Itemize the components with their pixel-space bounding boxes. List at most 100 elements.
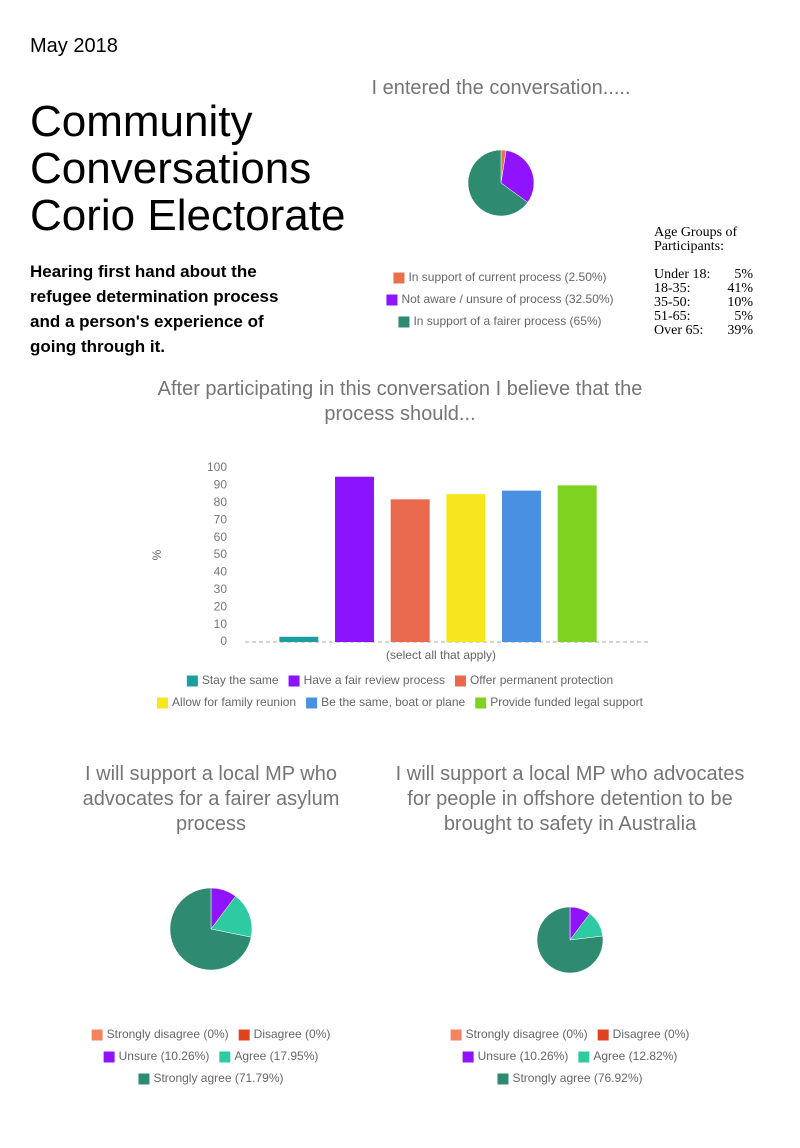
subtitle-line: Hearing first hand about the [30,262,257,281]
title-line: Community [30,97,253,146]
legend-swatch [462,1051,474,1063]
legend-label: Strongly disagree (0%) [107,1027,229,1041]
legend-item: Strongly agree (76.92%) [497,1071,643,1085]
y-tick-label: 60 [214,530,228,544]
legend-label: Strongly agree (71.79%) [153,1071,283,1085]
legend-swatch [157,697,169,709]
legend-swatch [306,697,318,709]
bar [279,636,319,642]
age-value: 10% [727,295,753,310]
chart-title: I will support a local MP who advocates … [82,763,340,835]
y-tick-label: 40 [214,565,228,579]
bar [390,499,430,642]
legend-swatch [398,316,410,328]
age-row: 35-50: 10% [654,296,753,310]
age-value: 39% [727,323,753,338]
bar [335,476,374,642]
age-row: Over 65: 39% [654,324,753,338]
legend-label: In support of current process (2.50%) [408,270,606,284]
main-title: Community Conversations Corio Electorate [30,98,345,239]
age-heading: Participants: [654,239,724,254]
y-tick-label: 70 [214,512,228,526]
legend-swatch [578,1051,590,1063]
pie-slice [169,887,252,971]
pie-slice [210,895,253,938]
age-label: 51-65: [654,309,691,324]
legend-label: Stay the same [202,673,279,687]
y-tick-label: 50 [214,547,228,561]
age-value: 5% [734,309,753,324]
legend-item: Disagree (0%) [238,1027,331,1041]
y-tick-label: 90 [214,478,228,492]
legend-swatch [454,675,466,687]
age-value: 5% [734,267,753,282]
legend-swatch [475,697,487,709]
legend-item: Disagree (0%) [597,1027,690,1041]
age-label: 18-35: [654,281,691,296]
legend-swatch [386,294,398,306]
age-row: 51-65: 5% [654,310,753,324]
subtitle-line: refugee determination process [30,287,279,306]
legend-label: Agree (12.82%) [593,1049,677,1063]
bar [557,485,597,642]
legend-swatch [103,1051,115,1063]
legend-item: Provide funded legal support [475,695,644,709]
legend-item: Stay the same [186,673,279,687]
legend-swatch [186,675,198,687]
legend-label: Offer permanent protection [470,673,613,687]
legend-label: Be the same, boat or plane [321,695,465,709]
age-row: Under 18: 5% [654,268,753,282]
legend-item: Agree (12.82%) [578,1049,677,1063]
bar [502,490,541,642]
legend-item: Strongly agree (71.79%) [138,1071,284,1085]
chart-title: I entered the conversation..... [371,77,631,99]
legend-swatch [497,1073,509,1085]
legend-swatch [393,272,405,284]
age-label: Under 18: [654,267,711,282]
legend-label: Strongly disagree (0%) [466,1027,588,1041]
chart-title: After participating in this conversation… [157,378,643,425]
pie-slice [536,906,604,974]
legend-item: Allow for family reunion [157,695,296,709]
age-heading: Age Groups of [654,225,738,240]
age-row: 18-35: 41% [654,282,753,296]
y-tick-label: 30 [214,582,228,596]
y-tick-label: 100 [207,460,227,474]
title-line: Corio Electorate [30,191,346,240]
legend-item: Unsure (10.26%) [462,1049,569,1063]
subtitle: Hearing first hand about the refugee det… [30,259,278,359]
legend-swatch [138,1073,150,1085]
legend-label: Strongly agree (76.92%) [512,1071,642,1085]
legend-label: Disagree (0%) [254,1027,331,1041]
legend-swatch [288,675,300,687]
legend-label: Allow for family reunion [172,695,296,709]
subtitle-line: and a person's experience of [30,312,264,331]
y-tick-label: 0 [220,634,227,648]
legend-item: Be the same, boat or plane [306,695,466,709]
age-label: Over 65: [654,323,704,338]
legend-label: Unsure (10.26%) [478,1049,569,1063]
legend-item: Not aware / unsure of process (32.50%) [386,292,614,306]
legend-label: Have a fair review process [304,673,445,687]
legend-label: Disagree (0%) [613,1027,690,1041]
legend-item: Unsure (10.26%) [103,1049,209,1063]
y-tick-label: 20 [214,599,228,613]
subtitle-line: going through it. [30,337,166,356]
legend-swatch [91,1029,103,1041]
legend-item: Agree (17.95%) [219,1049,318,1063]
legend-label: In support of a fairer process (65%) [413,314,601,328]
age-value: 41% [727,281,753,296]
legend-swatch [597,1029,609,1041]
legend-item: Strongly disagree (0%) [91,1027,229,1041]
legend-label: Provide funded legal support [490,695,643,709]
legend-item: Offer permanent protection [454,673,613,687]
age-label: 35-50: [654,295,691,310]
age-groups: Age Groups of Participants: Under 18: 5% … [654,226,764,338]
legend-label: Agree (17.95%) [234,1049,318,1063]
bar [446,494,486,642]
x-axis-label: (select all that apply) [386,648,496,662]
y-axis-label: % [150,549,164,560]
legend-item: Strongly disagree (0%) [450,1027,588,1041]
